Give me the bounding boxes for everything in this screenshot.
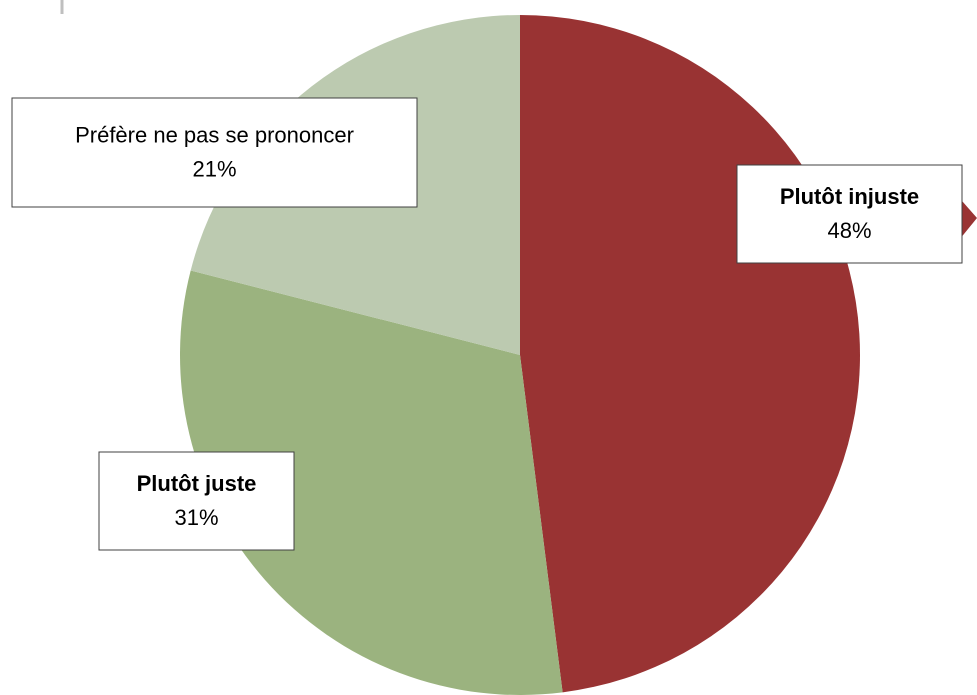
label-value: 21% bbox=[192, 156, 236, 181]
data-label: Plutôt juste 31% bbox=[98, 451, 295, 551]
label-category: Plutôt juste bbox=[137, 471, 257, 496]
label-category: Préfère ne pas se prononcer bbox=[75, 122, 354, 147]
pie-slice bbox=[179, 270, 563, 695]
label-category: Plutôt injuste bbox=[780, 184, 919, 209]
label-value: 31% bbox=[174, 505, 218, 530]
data-label: Préfère ne pas se prononcer 21% bbox=[11, 97, 418, 208]
label-box bbox=[98, 451, 295, 551]
label-box bbox=[736, 164, 963, 264]
label-value: 48% bbox=[827, 218, 871, 243]
pie-slice bbox=[520, 15, 860, 693]
data-label: Plutôt injuste 48% bbox=[736, 164, 963, 264]
label-box bbox=[11, 97, 418, 208]
